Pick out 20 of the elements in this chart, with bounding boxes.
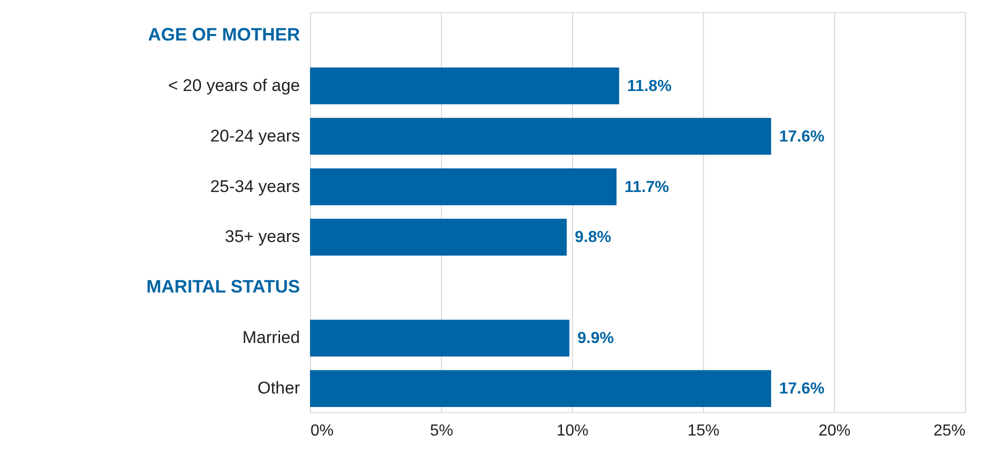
data-label: 17.6% [779, 128, 824, 146]
x-tick-label: 0% [310, 422, 334, 440]
x-tick-label: 25% [933, 422, 966, 440]
data-label: 11.7% [624, 178, 670, 196]
data-label: 9.8% [574, 229, 612, 246]
y-tick-label: < 20 years of age [168, 76, 300, 95]
y-tick-label: 25-34 years [210, 176, 300, 196]
x-tick-label: 15% [687, 422, 720, 440]
x-tick-label: 5% [430, 422, 454, 440]
data-label: 9.9% [577, 330, 614, 348]
data-label: 11.8% [627, 78, 672, 95]
x-tick-label: 10% [556, 422, 589, 440]
y-tick-label: Married [242, 328, 300, 348]
y-tick-label: 35+ years [224, 227, 300, 246]
y-tick-label: AGE OF MOTHER [148, 24, 300, 44]
data-label: 17.6% [779, 380, 824, 398]
y-tick-label: Other [257, 378, 300, 398]
y-tick-label: 20-24 years [210, 126, 300, 146]
x-tick-label: 20% [818, 422, 851, 440]
y-tick-label: MARITAL STATUS [146, 276, 300, 297]
